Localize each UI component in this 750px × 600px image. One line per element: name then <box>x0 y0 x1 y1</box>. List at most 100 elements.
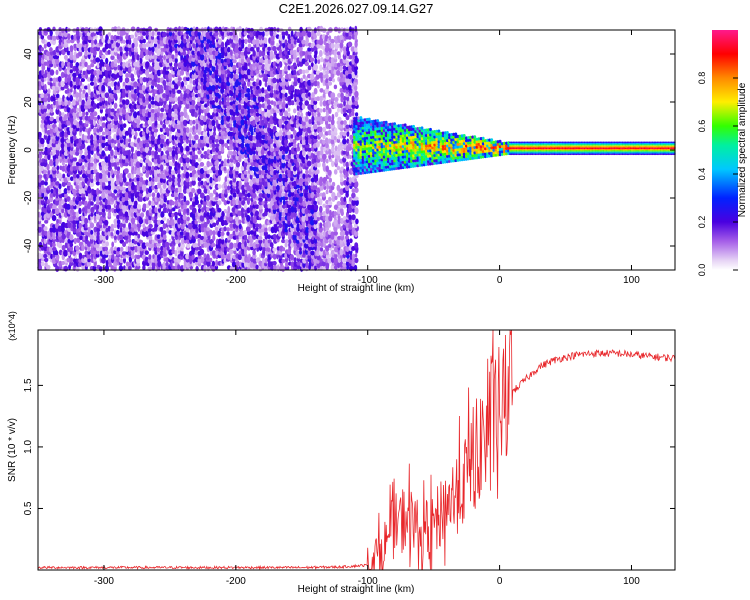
spectrogram-cell <box>57 76 62 83</box>
spectrogram-cell <box>310 250 315 256</box>
spectrogram-cell <box>102 136 106 141</box>
spectrogram-cell <box>56 170 60 175</box>
spectrogram-cell <box>90 212 94 217</box>
spectrogram-cell <box>69 50 74 57</box>
spectrogram-cell <box>211 260 216 267</box>
spectrogram-cell <box>293 108 297 114</box>
spectrogram-cell <box>162 203 167 208</box>
spectrogram-cell <box>84 223 88 229</box>
spectrogram-cell <box>102 116 106 121</box>
spectrogram-cell <box>43 206 49 214</box>
spectrogram-cell <box>38 203 42 210</box>
spectrogram-cell <box>202 131 208 137</box>
spectrogram-cell <box>246 88 251 93</box>
spectrogram-cell <box>247 197 251 202</box>
spectrogram-cell <box>215 112 219 117</box>
spectrogram-cell <box>40 166 44 172</box>
spectrogram-cell <box>308 119 312 125</box>
spectrogram-cell <box>98 77 103 83</box>
spectrogram-cell <box>104 250 109 256</box>
spectrogram-cell <box>79 80 83 87</box>
spectrogram-cell <box>124 200 129 206</box>
spectrogram-cell <box>146 155 149 160</box>
spectrogram-cell <box>125 181 129 187</box>
spectrogram-cell <box>95 57 101 63</box>
spectrogram-cell <box>75 211 79 218</box>
spectrogram-cell <box>116 166 121 171</box>
spectrogram-cell <box>78 97 82 102</box>
spectrogram-cell <box>217 207 222 213</box>
spectrogram-cell <box>69 61 73 69</box>
spectrogram-cell <box>54 199 60 206</box>
spectrogram-cell <box>264 69 268 75</box>
spectrogram-cell <box>290 30 294 37</box>
spectrogram-cell <box>275 108 280 114</box>
spectrogram-cell <box>61 208 65 214</box>
spectrogram-cell <box>151 185 155 191</box>
spectrogram-cell <box>64 84 69 89</box>
spectrogram-cell <box>203 165 208 172</box>
spectrogram-cell <box>272 77 277 84</box>
spectrogram-cell <box>49 159 53 164</box>
spectrogram-cell <box>93 226 98 233</box>
spectrogram-cell <box>174 96 178 103</box>
spectrogram-cell <box>122 39 126 44</box>
spectrogram-cell <box>37 131 42 137</box>
spectrogram-cell <box>275 131 280 137</box>
spectrogram-cell <box>55 69 59 76</box>
spectrogram-cell <box>198 207 201 213</box>
figure-title: C2E1.2026.027.09.14.G27 <box>279 1 434 16</box>
spectrogram-cell <box>266 99 271 106</box>
spectrogram-cell <box>148 254 152 260</box>
spectrogram-cell <box>300 112 304 118</box>
spectrogram-cell <box>306 26 312 32</box>
spectrogram-cell <box>286 131 291 136</box>
spectrogram-cell <box>82 235 86 241</box>
spectrogram-cell <box>168 72 172 80</box>
spectrogram-cell <box>58 200 62 207</box>
spectrogram-cell <box>180 92 183 100</box>
spectrogram-cell <box>80 92 86 99</box>
spectrogram-cell <box>88 127 92 132</box>
spectrogram-cell <box>254 210 260 217</box>
spectrogram-cell <box>55 115 60 123</box>
spectrogram-cell <box>238 219 242 225</box>
spectrogram-cell <box>83 135 88 141</box>
spectrogram-cell <box>90 252 94 259</box>
spectrogram-cell <box>186 88 190 95</box>
spectrogram-cell <box>93 127 98 133</box>
spectrogram-cell <box>64 68 68 75</box>
spectrogram-cell <box>49 116 54 122</box>
spectrogram-cell <box>136 204 142 210</box>
spectrogram-cell <box>40 47 44 52</box>
spectrogram-cell <box>108 254 112 260</box>
spectrogram-cell <box>55 187 59 194</box>
spectrogram-cell <box>46 230 52 238</box>
spectrogram-cell <box>128 222 132 230</box>
spectrogram-cell <box>49 82 53 87</box>
spectrogram-cell <box>44 219 49 224</box>
spectrogram-cell <box>40 119 45 124</box>
spectrogram-cell <box>57 172 62 180</box>
spectrogram-cell <box>107 135 112 141</box>
spectrogram-cell <box>80 78 85 82</box>
spectrogram-cell <box>313 33 317 40</box>
spectrogram-cell <box>281 31 286 36</box>
spectrogram-cell <box>46 115 51 121</box>
spectrogram-cell <box>72 211 77 217</box>
spectrogram-cell <box>78 261 82 267</box>
spectrogram-cell <box>142 165 146 173</box>
spectrogram-cell <box>55 181 60 186</box>
spectrogram-cell <box>137 233 141 239</box>
spectrogram-cell <box>76 174 80 179</box>
spectrogram-cell <box>298 196 303 203</box>
spectrogram-cell <box>43 61 48 66</box>
spectrogram-cell <box>60 137 65 144</box>
spectrogram-cell <box>179 192 184 199</box>
spectrogram-cell <box>84 200 88 207</box>
spectrogram-cell <box>81 99 85 106</box>
spectrogram-cell <box>186 127 190 134</box>
spectrogram-cell <box>70 38 75 44</box>
spectrogram-cell <box>46 41 52 48</box>
spectrogram-cell <box>121 27 126 32</box>
